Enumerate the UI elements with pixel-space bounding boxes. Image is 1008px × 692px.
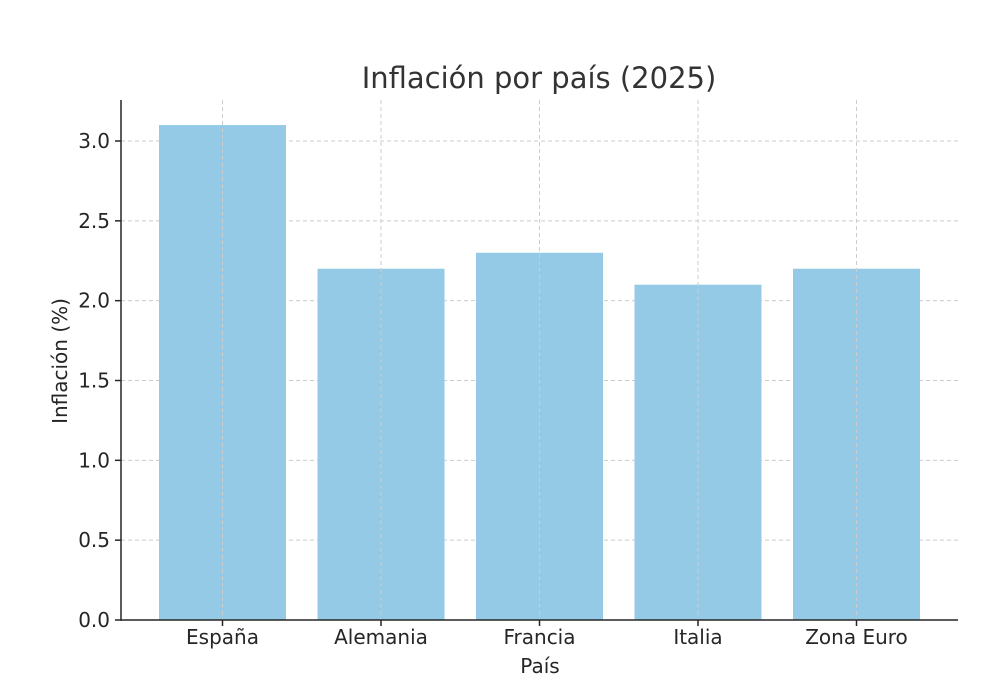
x-axis-label: País bbox=[520, 654, 559, 678]
y-tick-label: 2.0 bbox=[78, 289, 110, 313]
y-ticks: 0.0 0.5 1.0 1.5 2.0 2.5 3.0 bbox=[78, 129, 121, 632]
x-tick-label: Italia bbox=[673, 625, 722, 649]
y-axis-label: Inflación (%) bbox=[48, 298, 72, 424]
y-tick-label: 1.5 bbox=[78, 369, 110, 393]
y-tick-label: 1.0 bbox=[78, 448, 110, 472]
x-tick-label: España bbox=[186, 625, 259, 649]
chart-title: Inflación por país (2025) bbox=[362, 61, 717, 95]
y-tick-label: 2.5 bbox=[78, 209, 110, 233]
y-tick-label: 3.0 bbox=[78, 129, 110, 153]
bars bbox=[159, 100, 920, 621]
x-ticks: España Alemania Francia Italia Zona Euro bbox=[186, 620, 908, 649]
x-tick-label: Zona Euro bbox=[805, 625, 908, 649]
y-tick-label: 0.0 bbox=[78, 608, 110, 632]
x-tick-label: Francia bbox=[503, 625, 575, 649]
x-tick-label: Alemania bbox=[334, 625, 428, 649]
y-tick-label: 0.5 bbox=[78, 528, 110, 552]
